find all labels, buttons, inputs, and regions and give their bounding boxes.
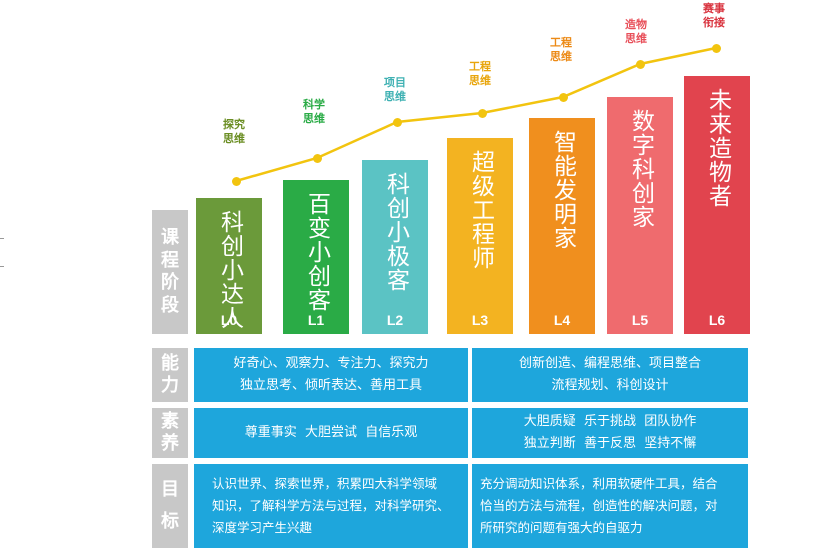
goal-right-line: 所研究的问题有强大的自驱力 (480, 520, 643, 535)
level-column-l1: 百变小创客 L1 (283, 180, 349, 334)
row-header-char: 养 (161, 433, 179, 454)
row-header-char: 标 (161, 511, 179, 532)
goal-left-line: 认识世界、探索世界，积累四大科学领域 (212, 476, 438, 491)
goal-right-line: 充分调动知识体系，利用软硬件工具，结合 (480, 476, 718, 491)
goal-right-cell: 充分调动知识体系，利用软硬件工具，结合 恰当的方法与流程，创造性的解决问题，对 … (472, 464, 748, 548)
level-name: 科创小极客 (382, 172, 409, 292)
growth-point-dot (392, 117, 402, 127)
growth-point-dot (477, 108, 487, 118)
level-code: L6 (708, 312, 726, 328)
level-column-l2: 科创小极客 L2 (362, 160, 428, 334)
growth-point-dot (558, 92, 568, 102)
level-column-l0: 科创小达人 L0 (196, 198, 262, 334)
level-name: 超级工程师 (467, 150, 494, 270)
axis-tick (0, 266, 4, 267)
ability-left-cell: 好奇心、观察力、专注力、探究力 独立思考、倾听表达、善用工具 (194, 348, 468, 402)
goal-right-line: 恰当的方法与流程，创造性的解决问题，对 (480, 498, 718, 513)
row-header-ability: 能 力 (152, 348, 188, 402)
level-column-l4: 智能发明家 L4 (529, 118, 595, 334)
quality-left-cell: 尊重事实 大胆尝试 自信乐观 (194, 408, 468, 458)
row-header-char: 目 (161, 478, 179, 500)
growth-point-label: 项目 思维 (384, 76, 406, 103)
ability-left-line: 独立思考、倾听表达、善用工具 (239, 378, 422, 393)
row-header-char: 素 (161, 410, 179, 432)
quality-right-line: 大胆质疑 乐于挑战 团队协作 (523, 414, 697, 429)
goal-left-line: 深度学习产生兴趣 (212, 520, 313, 535)
level-code: L3 (471, 312, 489, 328)
growth-point-dot (635, 59, 645, 69)
growth-point-label: 工程 思维 (469, 60, 491, 87)
row-header-char: 程 (161, 249, 179, 271)
growth-point-label: 探究 思维 (223, 118, 245, 145)
level-column-l3: 超级工程师 L3 (447, 138, 513, 334)
level-name: 智能发明家 (549, 130, 576, 250)
level-code: L2 (386, 312, 404, 328)
growth-point-label: 赛事 衔接 (703, 2, 725, 29)
row-header-char: 能 (161, 352, 179, 374)
quality-left-line: 尊重事实 大胆尝试 自信乐观 (244, 425, 418, 440)
row-header-goal: 目 标 (152, 464, 188, 548)
ability-right-line: 流程规划、科创设计 (551, 378, 669, 393)
goal-left-line: 知识，了解科学方法与过程，对科学研究、 (212, 498, 450, 513)
growth-point-label: 科学 思维 (303, 98, 325, 125)
ability-left-line: 好奇心、观察力、专注力、探究力 (233, 356, 429, 371)
row-header-char: 段 (161, 294, 179, 316)
level-code: L0 (220, 312, 238, 328)
level-name: 科创小达人 (216, 210, 243, 330)
level-name: 未来造物者 (704, 88, 731, 208)
ability-right-cell: 创新创造、编程思维、项目整合 流程规划、科创设计 (472, 348, 748, 402)
row-header-stage: 课 程 阶 段 (152, 210, 188, 334)
growth-point-dot (711, 43, 721, 53)
growth-point-dot (312, 153, 322, 163)
level-name: 百变小创客 (303, 192, 330, 312)
row-header-char: 力 (161, 375, 179, 396)
quality-right-cell: 大胆质疑 乐于挑战 团队协作 独立判断 善于反思 坚持不懈 (472, 408, 748, 458)
quality-right-line: 独立判断 善于反思 坚持不懈 (523, 436, 697, 451)
level-code: L4 (553, 312, 571, 328)
row-header-char: 课 (161, 227, 179, 248)
growth-point-label: 工程 思维 (550, 36, 572, 63)
growth-point-dot (231, 176, 241, 186)
goal-left-cell: 认识世界、探索世界，积累四大科学领域 知识，了解科学方法与过程，对科学研究、 深… (194, 464, 468, 548)
row-header-quality: 素 养 (152, 408, 188, 458)
level-code: L1 (307, 312, 325, 328)
axis-tick (0, 238, 4, 239)
ability-right-line: 创新创造、编程思维、项目整合 (518, 356, 701, 371)
level-code: L5 (631, 312, 649, 328)
level-column-l6: 未来造物者 L6 (684, 76, 750, 334)
row-header-char: 阶 (161, 272, 179, 293)
growth-point-label: 造物 思维 (625, 18, 647, 45)
level-name: 数字科创家 (627, 109, 654, 229)
level-column-l5: 数字科创家 L5 (607, 97, 673, 334)
